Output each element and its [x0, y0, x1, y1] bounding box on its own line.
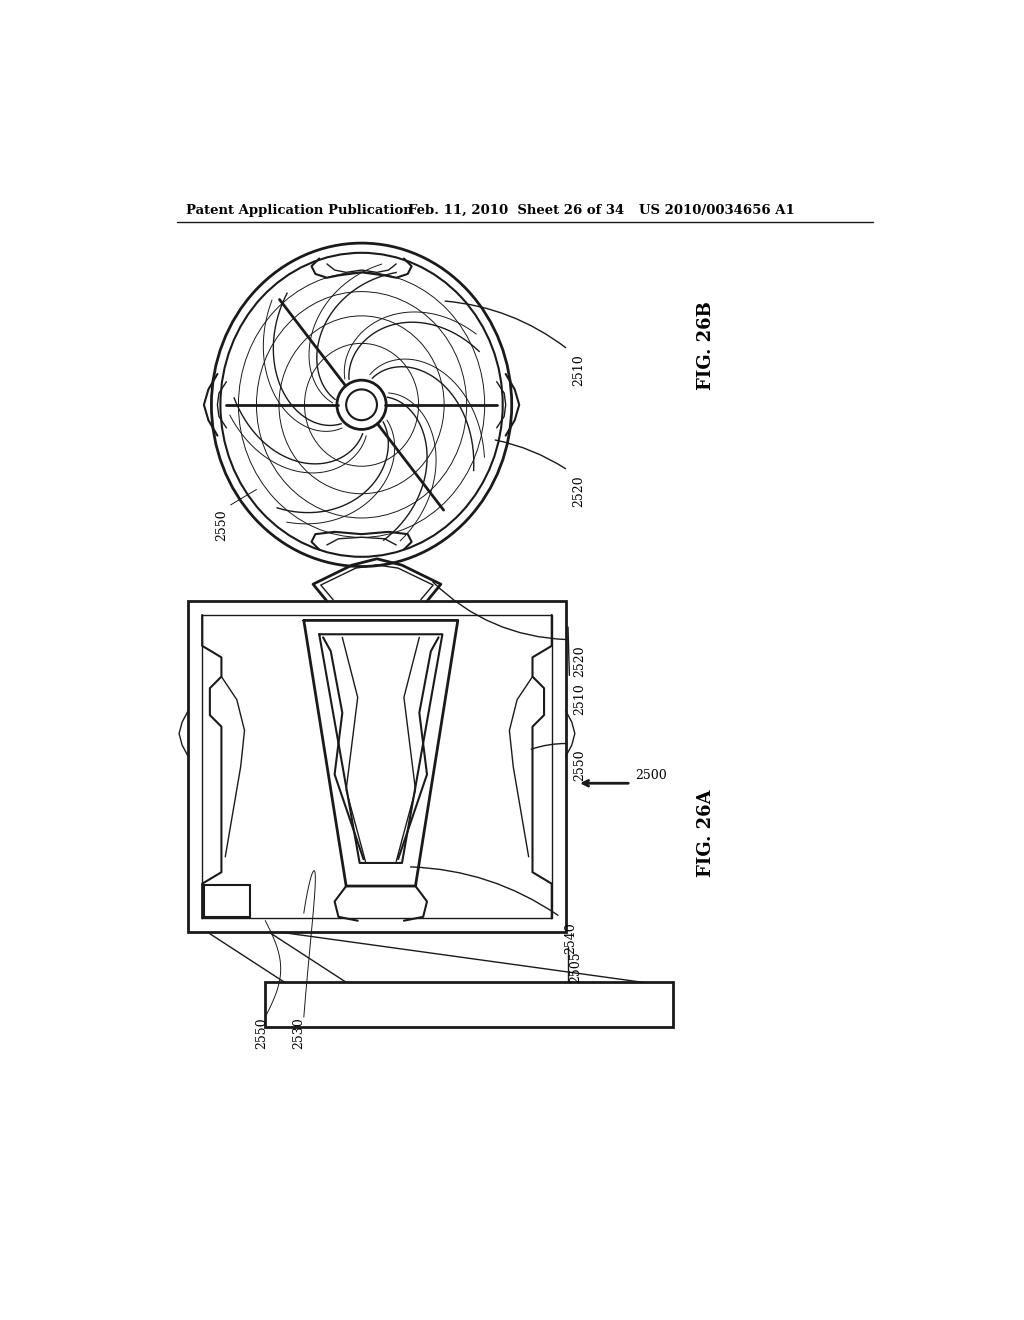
Text: Patent Application Publication: Patent Application Publication [186, 205, 413, 218]
Text: 2550: 2550 [255, 1016, 268, 1048]
Text: 2510: 2510 [571, 355, 585, 387]
Text: 2550: 2550 [573, 748, 587, 780]
Text: US 2010/0034656 A1: US 2010/0034656 A1 [639, 205, 795, 218]
Text: 2550: 2550 [215, 510, 228, 541]
Bar [188, 601, 565, 932]
Text: FIG. 26A: FIG. 26A [696, 789, 715, 878]
Text: 2530: 2530 [292, 1016, 305, 1048]
Text: Feb. 11, 2010  Sheet 26 of 34: Feb. 11, 2010 Sheet 26 of 34 [408, 205, 624, 218]
Text: 2520: 2520 [573, 645, 587, 677]
Bar [265, 982, 674, 1027]
Bar [202, 615, 552, 919]
Text: FIG. 26B: FIG. 26B [696, 301, 715, 389]
Text: 2540: 2540 [564, 923, 578, 954]
Text: 2500: 2500 [635, 770, 667, 783]
Text: 2520: 2520 [571, 475, 585, 507]
Bar [204, 884, 250, 917]
Text: 2505: 2505 [569, 952, 583, 983]
Text: 2510: 2510 [573, 684, 587, 715]
